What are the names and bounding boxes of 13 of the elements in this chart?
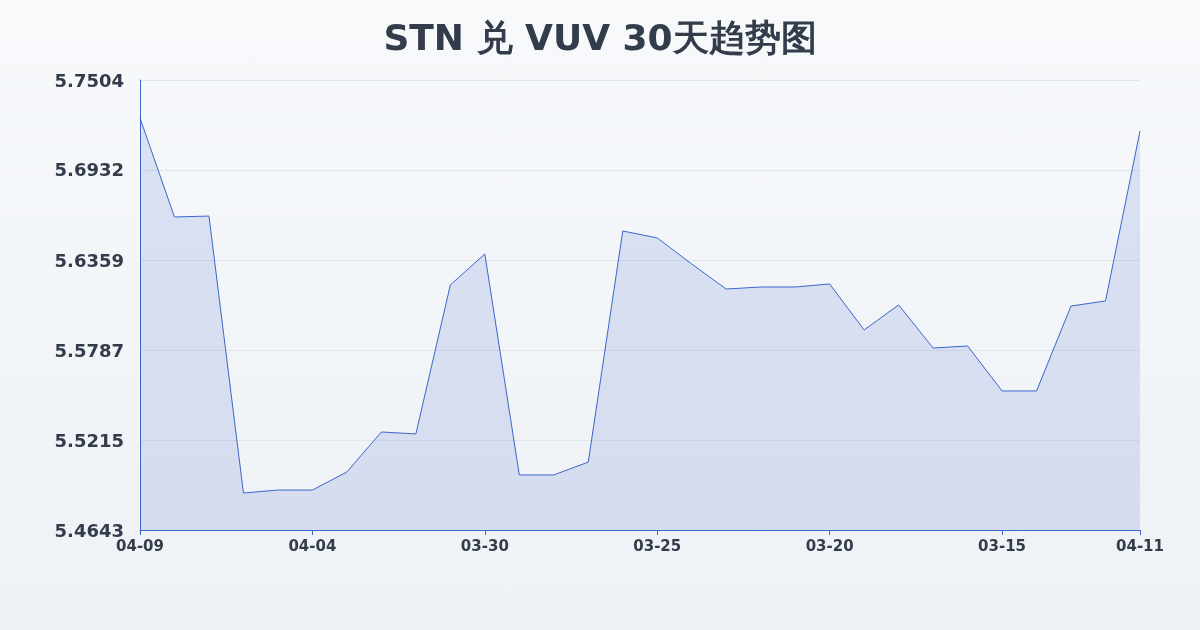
chart-title: STN 兑 VUV 30天趋势图 bbox=[383, 16, 817, 58]
x-tick-label: 03-25 bbox=[633, 536, 682, 555]
y-tick-label: 5.6932 bbox=[54, 159, 124, 181]
x-tick-label: 04-04 bbox=[288, 536, 337, 555]
y-tick-label: 5.5215 bbox=[54, 429, 124, 451]
y-tick-label: 5.6359 bbox=[54, 249, 124, 271]
y-tick-label: 5.5787 bbox=[54, 339, 124, 361]
x-tick-label: 03-30 bbox=[460, 536, 509, 555]
x-tick-label: 03-20 bbox=[805, 536, 854, 555]
x-tick-label: 04-09 bbox=[116, 536, 164, 555]
x-tick-label: 03-15 bbox=[978, 536, 1027, 555]
y-tick-label: 5.7504 bbox=[54, 69, 124, 91]
x-tick-label: 04-11 bbox=[1116, 536, 1164, 555]
